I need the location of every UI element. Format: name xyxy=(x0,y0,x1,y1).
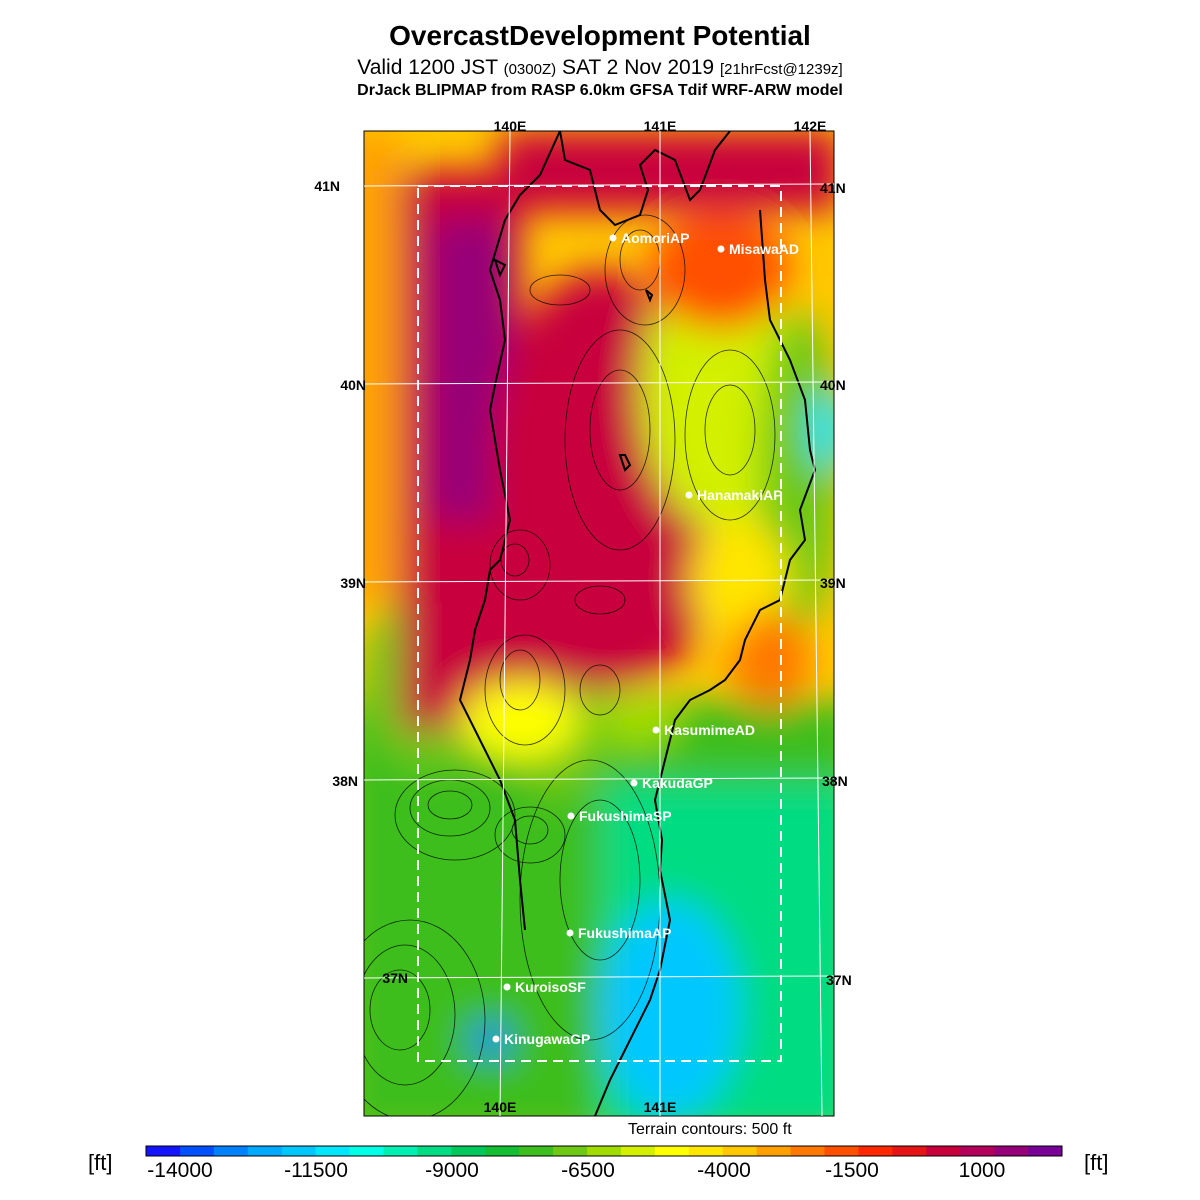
site-label: MisawaAD xyxy=(729,241,799,257)
site-dot xyxy=(630,779,638,787)
parallel-line xyxy=(363,183,835,187)
colorbar-swatch xyxy=(790,1146,826,1156)
lon-label-top: 140E xyxy=(494,118,527,134)
colorbar-swatch xyxy=(654,1146,690,1156)
valid-time-line: Valid 1200 JST (0300Z) SAT 2 Nov 2019 [2… xyxy=(0,56,1200,80)
site-label: KinugawaGP xyxy=(504,1031,590,1047)
colorbar-swatch xyxy=(892,1146,927,1156)
colorbar-swatch xyxy=(451,1146,486,1156)
lat-label-right: 37N xyxy=(826,972,852,988)
colorbar-swatch xyxy=(620,1146,656,1156)
domain-boundary xyxy=(417,185,782,1062)
site-dot xyxy=(503,983,511,991)
colorbar-swatch xyxy=(519,1146,554,1156)
colorbar-swatch xyxy=(722,1146,758,1156)
overcast-potential-field xyxy=(364,131,834,1116)
colorbar-swatch xyxy=(146,1146,181,1156)
meridian-line xyxy=(499,130,511,1117)
colorbar-label: 1000 xyxy=(959,1159,1006,1182)
map-title: OvercastDevelopment Potential xyxy=(389,20,811,51)
lat-label-left: 41N xyxy=(314,178,340,194)
colorbar-swatch xyxy=(994,1146,1029,1156)
colorbar-labels: -14000 -11500 -9000 -6500 -4000 -1500 10… xyxy=(147,1159,1005,1182)
lon-label-bottom: 141E xyxy=(644,1099,677,1115)
lon-label-bottom: 140E xyxy=(484,1099,517,1115)
lat-label-left: 40N xyxy=(340,377,366,393)
colorbar-label: -4000 xyxy=(697,1159,751,1182)
colorbar-swatch xyxy=(688,1146,724,1156)
site-dot xyxy=(566,929,574,937)
colorbar-swatch xyxy=(383,1146,418,1156)
valid-date: SAT 2 Nov 2019 xyxy=(556,56,720,79)
colorbar-label: -9000 xyxy=(425,1159,479,1182)
meridian-line xyxy=(809,130,823,1117)
site-dot xyxy=(567,812,575,820)
lat-lon-grid xyxy=(363,130,835,1117)
lat-label-right: 39N xyxy=(820,575,846,591)
site-label: KasumimeAD xyxy=(664,722,755,738)
site-dot xyxy=(652,726,660,734)
site-dot xyxy=(492,1035,500,1043)
colorbar-swatch xyxy=(417,1146,452,1156)
colorbar-swatch xyxy=(960,1146,995,1156)
terrain-contours-note: Terrain contours: 500 ft xyxy=(628,1121,792,1138)
colorbar-swatch xyxy=(926,1146,961,1156)
colorbar-label: -11500 xyxy=(284,1159,348,1182)
model-description: DrJack BLIPMAP from RASP 6.0km GFSA Tdif… xyxy=(357,82,843,99)
colorbar-swatch xyxy=(213,1146,249,1156)
colorbar-swatch xyxy=(247,1146,283,1156)
lon-label-top: 141E xyxy=(644,118,677,134)
colorbar xyxy=(145,1145,1063,1157)
colorbar-label: -14000 xyxy=(147,1159,212,1182)
colorbar-swatch xyxy=(858,1146,893,1156)
coastline xyxy=(458,131,817,1116)
lat-label-left: 37N xyxy=(382,970,408,986)
colorbar-label: -1500 xyxy=(825,1159,879,1182)
lat-label-left: 38N xyxy=(332,773,358,789)
colorbar-outline xyxy=(145,1145,1063,1157)
colorbar-swatch xyxy=(349,1146,384,1156)
colorbar-swatch xyxy=(1028,1146,1063,1156)
forecast-info: [21hrFcst@1239z] xyxy=(719,61,843,78)
colorbar-swatch xyxy=(315,1146,351,1156)
colorbar-swatch xyxy=(756,1146,792,1156)
site-label: KakudaGP xyxy=(642,775,713,791)
site-dot xyxy=(609,234,617,242)
valid-time-prefix: Valid 1200 JST xyxy=(357,56,504,79)
valid-time-utc: (0300Z) xyxy=(503,61,557,78)
lat-label-right: 41N xyxy=(820,180,846,196)
lat-label-left: 39N xyxy=(340,575,366,591)
site-label: FukushimaSP xyxy=(579,808,672,824)
lon-label-top: 142E xyxy=(794,118,827,134)
site-label: FukushimaAP xyxy=(578,925,671,941)
lat-label-right: 40N xyxy=(820,377,846,393)
colorbar-swatch xyxy=(485,1146,520,1156)
colorbar-swatch xyxy=(553,1146,588,1156)
lat-label-right: 38N xyxy=(822,773,848,789)
colorbar-swatch xyxy=(587,1146,622,1156)
colorbar-swatch xyxy=(281,1146,317,1156)
colorbar-unit-left: [ft] xyxy=(88,1150,113,1175)
site-label: KuroisoSF xyxy=(515,979,586,995)
parallel-line xyxy=(363,975,835,979)
parallel-line xyxy=(363,579,835,583)
colorbar-unit-right: [ft] xyxy=(1084,1150,1109,1175)
axis-labels: 140E 141E 142E 140E 141E 41N 40N 39N 38N… xyxy=(314,118,851,1115)
colorbar-swatch xyxy=(179,1146,215,1156)
colorbar-swatch xyxy=(824,1146,859,1156)
site-dot xyxy=(685,491,693,499)
colorbar-label: -6500 xyxy=(561,1159,615,1182)
site-label: HanamakiAP xyxy=(697,487,783,503)
site-dot xyxy=(717,245,725,253)
site-label: AomoriAP xyxy=(621,230,689,246)
map-frame xyxy=(363,130,835,1117)
parallel-line xyxy=(363,381,835,385)
parallel-line xyxy=(363,777,835,781)
site-markers: AomoriAP MisawaAD HanamakiAP KasumimeAD … xyxy=(492,230,799,1047)
